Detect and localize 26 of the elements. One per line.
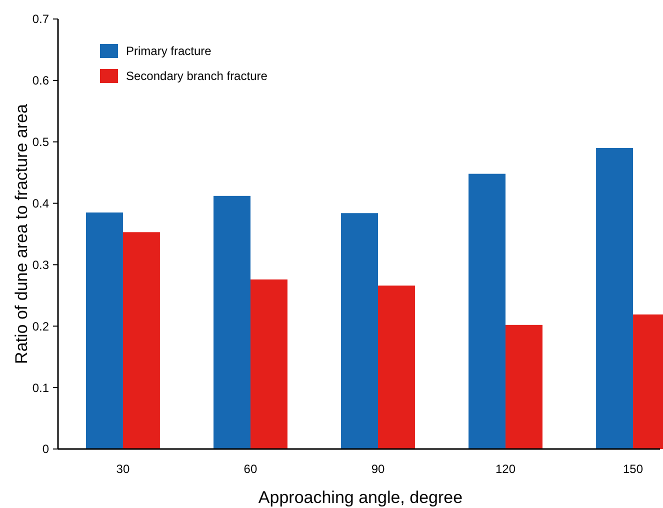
bar bbox=[378, 286, 415, 449]
y-tick-label: 0.3 bbox=[32, 258, 50, 272]
x-tick-label: 60 bbox=[244, 462, 258, 476]
legend-label: Secondary branch fracture bbox=[126, 69, 268, 84]
bar bbox=[468, 174, 506, 449]
y-axis-title: Ratio of dune area to fracture area bbox=[12, 104, 31, 364]
y-tick-label: 0.7 bbox=[32, 12, 50, 26]
y-tick-label: 0.4 bbox=[32, 196, 50, 210]
bar bbox=[596, 148, 634, 449]
y-tick-label: 0.6 bbox=[32, 74, 50, 88]
x-tick-label: 30 bbox=[116, 462, 130, 476]
bar bbox=[506, 324, 542, 449]
x-tick-label: 90 bbox=[371, 462, 385, 476]
bar bbox=[86, 212, 123, 449]
legend-label: Primary fracture bbox=[126, 44, 212, 58]
bar bbox=[341, 213, 378, 449]
x-tick-label: 150 bbox=[623, 462, 644, 476]
y-tick-label: 0.2 bbox=[32, 319, 50, 334]
x-tick-label: 120 bbox=[495, 462, 516, 476]
y-tick-label: 0 bbox=[42, 442, 50, 456]
y-tick-label: 0.1 bbox=[32, 380, 50, 395]
y-tick-label: 0.5 bbox=[32, 135, 50, 150]
bar bbox=[250, 279, 288, 449]
bar bbox=[122, 232, 160, 449]
bar bbox=[214, 196, 250, 449]
x-axis-title: Approaching angle, degree bbox=[258, 488, 463, 507]
